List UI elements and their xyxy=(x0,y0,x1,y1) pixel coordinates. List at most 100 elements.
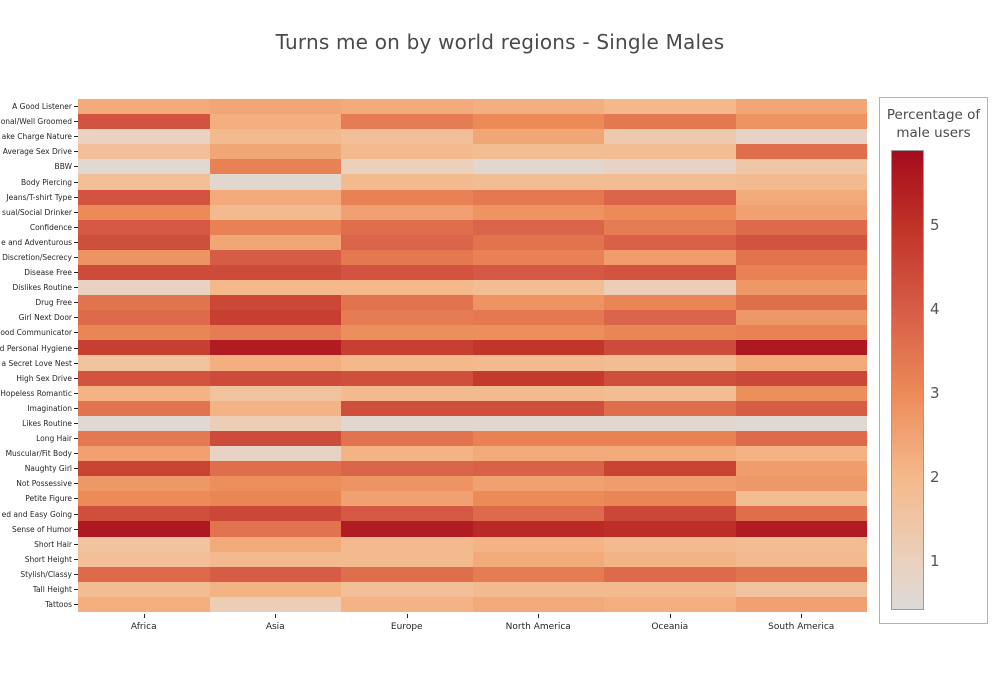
heatmap-cell xyxy=(472,144,604,160)
heatmap-cell xyxy=(735,521,867,537)
x-axis-label: Europe xyxy=(390,622,423,632)
heatmap-cell xyxy=(604,234,736,250)
y-axis-tick xyxy=(74,166,78,168)
heatmap-cell xyxy=(472,551,604,567)
y-axis-label: Girl Next Door xyxy=(0,310,78,325)
y-axis-label: Naughty Girl xyxy=(0,461,78,476)
heatmap-cell xyxy=(604,521,736,537)
heatmap-cell xyxy=(209,144,341,160)
heatmap-cell xyxy=(341,415,473,431)
heatmap-cell xyxy=(209,461,341,477)
heatmap-cell xyxy=(604,385,736,401)
heatmap-cell xyxy=(78,189,210,205)
y-axis-tick xyxy=(74,347,78,349)
heatmap-cell xyxy=(209,114,341,130)
heatmap-cell xyxy=(341,355,473,371)
heatmap-cell xyxy=(735,144,867,160)
heatmap-cell xyxy=(472,566,604,582)
y-axis-label: e and Adventurous xyxy=(0,235,78,250)
y-axis-label: Discretion/Secrecy xyxy=(0,250,78,265)
heatmap-cell xyxy=(604,566,736,582)
y-axis-tick xyxy=(74,287,78,289)
heatmap-cell xyxy=(209,400,341,416)
heatmap-cell xyxy=(341,280,473,296)
y-axis-tick xyxy=(74,332,78,334)
y-axis-label: Sense of Humor xyxy=(0,522,78,537)
heatmap-cell xyxy=(341,370,473,386)
heatmap-cell xyxy=(209,355,341,371)
heatmap-cell xyxy=(209,325,341,341)
heatmap-cell xyxy=(341,461,473,477)
y-axis-label-text: Dislikes Routine xyxy=(12,283,72,293)
heatmap-cell xyxy=(604,506,736,522)
heatmap-cell xyxy=(78,355,210,371)
heatmap-cell xyxy=(341,204,473,220)
y-axis-label: ed and Easy Going xyxy=(0,507,78,522)
y-axis-label-text: sual/Social Drinker xyxy=(2,207,72,217)
y-axis-label: Dislikes Routine xyxy=(0,280,78,295)
heatmap-cell xyxy=(735,325,867,341)
heatmap-cell xyxy=(604,596,736,612)
heatmap-cell xyxy=(78,446,210,462)
y-axis-tick xyxy=(74,241,78,243)
heatmap-cell xyxy=(341,581,473,597)
heatmap-cell xyxy=(78,219,210,235)
y-axis-label: a Secret Love Nest xyxy=(0,356,78,371)
heatmap-cell xyxy=(341,566,473,582)
heatmap-cell xyxy=(735,159,867,175)
y-axis-label-text: Long Hair xyxy=(36,434,72,444)
heatmap-cell xyxy=(735,355,867,371)
heatmap-cell xyxy=(604,249,736,265)
y-axis-label-text: Tattoos xyxy=(45,600,72,610)
y-axis-label: ood Communicator xyxy=(0,325,78,340)
heatmap-cell xyxy=(735,566,867,582)
heatmap-cell xyxy=(604,430,736,447)
heatmap-cell xyxy=(604,295,736,311)
heatmap-cell xyxy=(472,400,604,416)
heatmap-cell xyxy=(341,219,473,235)
heatmap-cell xyxy=(78,521,210,537)
y-axis-label-text: d Personal Hygiene xyxy=(0,343,72,353)
heatmap-cell xyxy=(341,430,473,447)
heatmap-cell xyxy=(341,596,473,612)
heatmap-cell xyxy=(341,99,473,115)
y-axis-label-text: Likes Routine xyxy=(22,419,72,429)
heatmap-cell xyxy=(209,189,341,205)
heatmap-cell xyxy=(341,249,473,265)
heatmap-cell xyxy=(78,340,210,356)
heatmap-cell xyxy=(472,129,604,145)
x-axis-label: North America xyxy=(505,622,571,632)
heatmap-cell xyxy=(341,174,473,190)
y-axis-label-text: BBW xyxy=(54,162,72,172)
y-axis-tick xyxy=(74,468,78,470)
y-axis-label: Jeans/T-shirt Type xyxy=(0,190,78,205)
colorbar-title: Percentage of male users xyxy=(880,107,987,143)
heatmap-cell xyxy=(604,99,736,115)
y-axis-tick xyxy=(74,377,78,379)
heatmap-cell xyxy=(735,219,867,235)
y-axis-label: Stylish/Classy xyxy=(0,567,78,582)
y-axis-label: Muscular/Fit Body xyxy=(0,446,78,461)
y-axis-tick xyxy=(74,151,78,153)
heatmap-cell xyxy=(78,476,210,492)
y-axis-label-text: ed and Easy Going xyxy=(1,509,72,519)
heatmap-cell xyxy=(78,325,210,341)
y-axis-label-text: Girl Next Door xyxy=(18,313,72,323)
heatmap-cell xyxy=(341,400,473,416)
heatmap-cell xyxy=(472,174,604,190)
heatmap-cell xyxy=(209,491,341,507)
y-axis-label: Confidence xyxy=(0,220,78,235)
colorbar-gradient xyxy=(891,150,924,610)
heatmap-cell xyxy=(735,189,867,205)
heatmap-cell xyxy=(472,310,604,326)
heatmap-cell xyxy=(209,310,341,326)
y-axis-tick xyxy=(74,211,78,213)
heatmap-cell xyxy=(209,264,341,281)
heatmap-cell xyxy=(472,295,604,311)
heatmap-cell xyxy=(472,581,604,597)
heatmap-cell xyxy=(209,506,341,522)
heatmap-cell xyxy=(341,129,473,145)
y-axis-tick xyxy=(74,498,78,500)
heatmap-cell xyxy=(209,99,341,115)
